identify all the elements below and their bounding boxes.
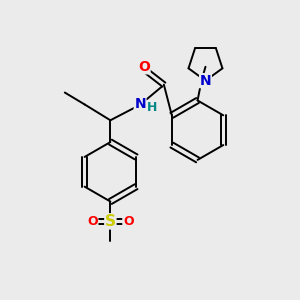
Text: N: N <box>200 74 211 88</box>
Text: N: N <box>134 98 146 111</box>
Text: O: O <box>87 215 98 228</box>
Text: H: H <box>147 101 157 114</box>
Text: S: S <box>105 214 116 229</box>
Text: O: O <box>123 215 134 228</box>
Text: O: O <box>138 60 150 74</box>
